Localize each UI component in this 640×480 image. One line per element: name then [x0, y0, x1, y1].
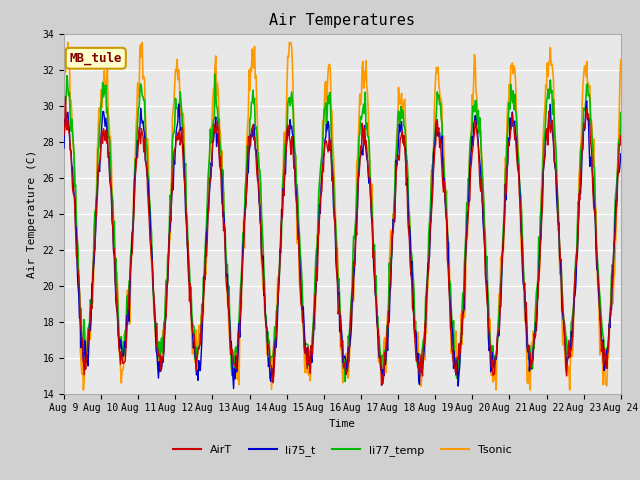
Title: Air Temperatures: Air Temperatures [269, 13, 415, 28]
Y-axis label: Air Temperature (C): Air Temperature (C) [27, 149, 37, 278]
X-axis label: Time: Time [329, 419, 356, 429]
Text: MB_tule: MB_tule [70, 51, 122, 65]
Legend: AirT, li75_t, li77_temp, Tsonic: AirT, li75_t, li77_temp, Tsonic [169, 440, 516, 460]
